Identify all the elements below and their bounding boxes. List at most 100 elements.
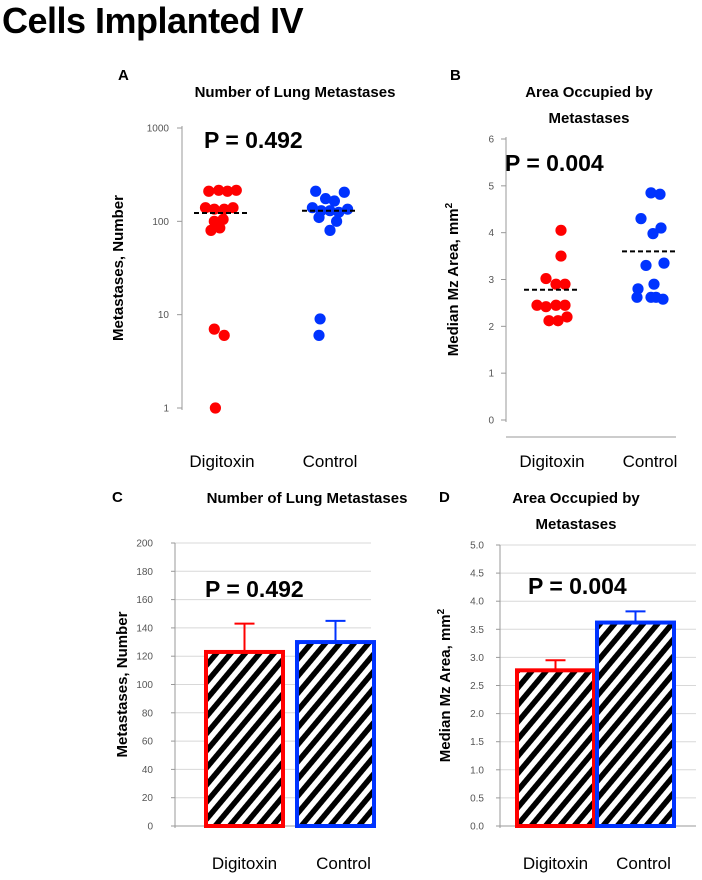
- bar: [295, 640, 376, 828]
- panel-label: B: [450, 67, 461, 84]
- y-axis-label-text: Median Mz Area, mm: [445, 208, 462, 356]
- data-point: [631, 291, 643, 303]
- data-point: [555, 250, 567, 262]
- y-axis-label-text: Metastases, Number: [110, 195, 127, 341]
- data-point: [331, 215, 343, 227]
- chart-title-line: Metastases: [549, 110, 630, 127]
- y-axis-label-text: Metastases, Number: [114, 611, 131, 757]
- y-tick-label: 4.0: [470, 597, 484, 608]
- bar: [595, 620, 676, 829]
- data-point: [640, 259, 652, 272]
- page-title: Cells Implanted IV: [2, 0, 304, 41]
- data-point: [310, 185, 322, 197]
- y-tick-label: 140: [136, 623, 153, 634]
- data-point: [313, 211, 325, 224]
- bar: [204, 649, 285, 829]
- y-tick-label: 1.0: [470, 765, 484, 776]
- y-tick-label: 100: [136, 680, 153, 691]
- y-tick-label: 80: [142, 708, 154, 719]
- panel-label: D: [439, 489, 450, 506]
- data-point: [209, 402, 221, 414]
- data-point: [543, 315, 555, 327]
- data-point: [306, 202, 318, 214]
- y-tick-label: 0.0: [470, 822, 484, 833]
- data-point: [555, 224, 567, 236]
- data-point: [221, 185, 234, 197]
- data-point: [333, 206, 345, 218]
- x-category-label: Digitoxin: [189, 452, 254, 471]
- data-point: [338, 186, 350, 198]
- chart-title: Number of Lung Metastases: [195, 84, 396, 101]
- data-point: [230, 184, 242, 196]
- y-tick-label: 10: [158, 310, 170, 321]
- data-point: [199, 202, 212, 214]
- data-point: [213, 184, 225, 196]
- data-point: [632, 283, 644, 295]
- y-axis-label: Metastases, Number: [110, 195, 127, 341]
- y-tick-label: 3.5: [470, 625, 484, 636]
- data-point: [647, 228, 659, 240]
- y-tick-label: 4: [488, 228, 494, 239]
- data-point: [635, 213, 647, 225]
- data-point: [654, 188, 666, 200]
- x-category-label: Digitoxin: [212, 854, 277, 873]
- y-axis-label: Metastases, Number: [114, 611, 131, 757]
- y-tick-label: 0.5: [470, 793, 484, 804]
- data-point: [658, 257, 670, 269]
- x-category-label: Control: [616, 854, 671, 873]
- data-point: [205, 224, 217, 236]
- chart-title-line: Area Occupied by: [512, 490, 640, 507]
- data-point: [324, 224, 336, 236]
- data-point: [328, 195, 340, 207]
- y-tick-label: 200: [136, 539, 153, 550]
- y-axis-label-superscript: 2: [444, 202, 455, 208]
- bar: [515, 668, 596, 828]
- y-tick-label: 160: [136, 595, 153, 606]
- data-point: [203, 185, 215, 197]
- panel-label: C: [112, 489, 123, 506]
- y-tick-label: 20: [142, 793, 154, 804]
- chart-title: Number of Lung Metastases: [207, 490, 408, 507]
- data-point: [648, 278, 660, 290]
- data-point: [550, 299, 562, 311]
- y-tick-label: 2.0: [470, 709, 484, 720]
- y-tick-label: 1.5: [470, 737, 484, 748]
- data-point: [320, 193, 332, 205]
- data-point: [227, 202, 239, 214]
- y-tick-label: 4.5: [470, 569, 484, 580]
- data-point: [218, 329, 230, 341]
- p-value: P = 0.492: [204, 127, 303, 153]
- y-tick-label: 6: [488, 135, 494, 146]
- data-point: [217, 213, 229, 225]
- x-category-label: Control: [623, 452, 678, 471]
- y-tick-label: 1: [163, 404, 169, 415]
- y-tick-label: 5: [488, 181, 494, 192]
- chart-title-line: Metastases: [536, 516, 617, 533]
- data-point: [550, 278, 562, 290]
- data-point: [540, 301, 552, 313]
- data-point: [540, 272, 552, 285]
- data-point: [531, 299, 543, 311]
- y-axis-label: Median Mz Area, mm2: [444, 202, 462, 356]
- y-tick-label: 2.5: [470, 681, 484, 692]
- p-value: P = 0.004: [528, 573, 627, 599]
- data-point: [561, 311, 573, 323]
- y-tick-label: 5.0: [470, 541, 484, 552]
- x-category-label: Digitoxin: [523, 854, 588, 873]
- data-point: [313, 329, 325, 341]
- data-point: [314, 313, 326, 325]
- y-tick-label: 60: [142, 737, 154, 748]
- y-tick-label: 2: [488, 322, 494, 333]
- y-tick-label: 40: [142, 765, 154, 776]
- data-point: [342, 203, 354, 215]
- data-point: [559, 278, 571, 290]
- y-tick-label: 3.0: [470, 653, 484, 664]
- data-point: [208, 323, 220, 335]
- y-tick-label: 180: [136, 567, 153, 578]
- y-tick-label: 3: [488, 275, 494, 286]
- data-point: [655, 222, 667, 234]
- y-tick-label: 0: [147, 822, 153, 833]
- data-point: [559, 299, 571, 311]
- data-point: [552, 315, 564, 327]
